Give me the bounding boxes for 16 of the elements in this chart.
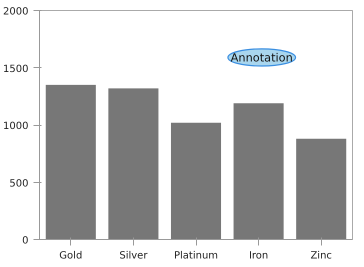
x-tick-label: Iron [248, 250, 268, 262]
x-tick-label: Gold [59, 250, 82, 262]
x-tick-label: Platinum [174, 250, 218, 262]
annotation: Annotation [230, 50, 293, 64]
bar [296, 138, 346, 240]
y-tick-label: 500 [9, 178, 29, 190]
bar [170, 122, 222, 240]
y-tick-label: 1000 [3, 121, 29, 132]
x-tick-label: Zinc [310, 250, 332, 262]
bar [108, 88, 158, 240]
y-tick-label: 2000 [3, 6, 29, 18]
bar [234, 103, 284, 240]
y-tick-label: 1500 [3, 64, 29, 75]
bar [46, 84, 96, 240]
y-tick-label: 0 [22, 236, 29, 246]
x-tick-label: Silver [119, 250, 148, 262]
